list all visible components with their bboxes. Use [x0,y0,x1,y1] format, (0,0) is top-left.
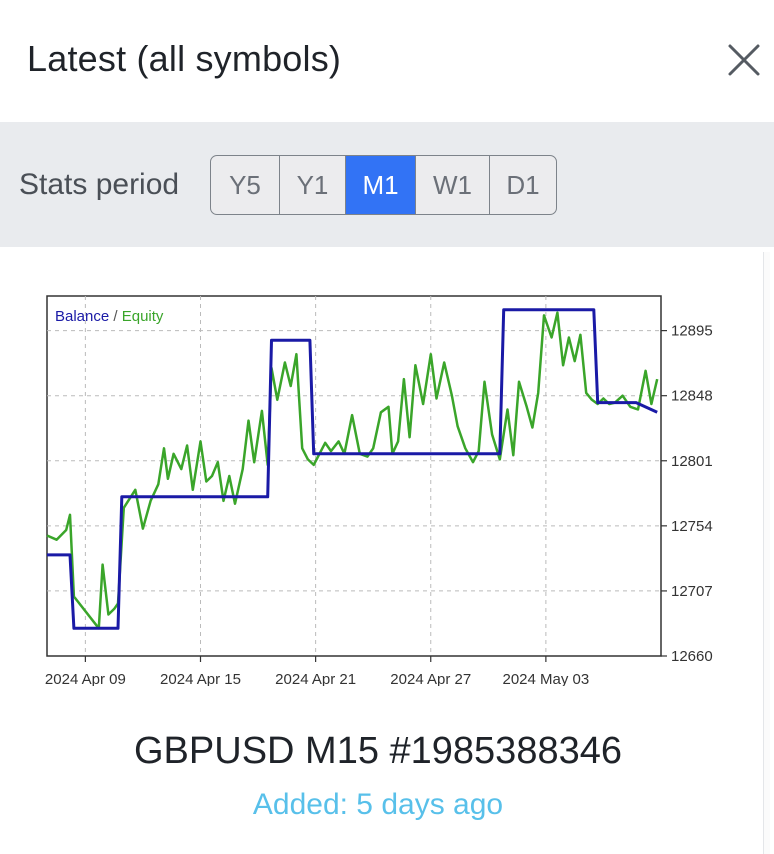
stats-period-selector: Y5 Y1 M1 W1 D1 [210,155,557,215]
period-y5-button[interactable]: Y5 [211,156,280,214]
y-tick-label: 12848 [671,388,713,405]
stats-period-label: Stats period [19,168,180,201]
balance-series-line [47,308,658,630]
x-tick-label: 2024 Apr 21 [275,671,356,686]
period-d1-button[interactable]: D1 [506,169,540,200]
svg-text:Balance / Equity: Balance / Equity [55,308,164,325]
equity-series-line [46,311,659,630]
balance-equity-chart[interactable]: 12895 12848 12801 12754 12707 12660 2024 Apr … [40,286,730,686]
y-tick-label: 12660 [671,648,713,665]
legend-equity: Equity [122,308,164,325]
period-w1-button[interactable]: W1 [416,156,490,214]
plot-area [46,295,662,657]
item-title[interactable]: GBPUSD M15 #1985388346 [134,730,622,772]
close-icon[interactable] [724,40,764,80]
y-tick-label: 12895 [671,323,713,340]
legend-balance: Balance [55,308,109,325]
y-tick-label: 12707 [671,583,713,600]
period-y1-button[interactable]: Y1 [280,156,346,214]
item-added-time: Added: 5 days ago [252,788,504,821]
x-tick-label: 2024 Apr 09 [45,671,126,686]
y-tick-label: 12754 [671,518,713,535]
x-tick-label: 2024 Apr 27 [390,671,471,686]
x-tick-label: 2024 May 03 [503,671,590,686]
period-m1-button[interactable]: M1 [346,156,416,214]
y-tick-label: 12801 [671,453,713,470]
scrollbar[interactable] [763,252,770,854]
x-tick-label: 2024 Apr 15 [160,671,241,686]
panel-title: Latest (all symbols) [27,38,342,79]
panel-header: Latest (all symbols) [0,0,774,122]
